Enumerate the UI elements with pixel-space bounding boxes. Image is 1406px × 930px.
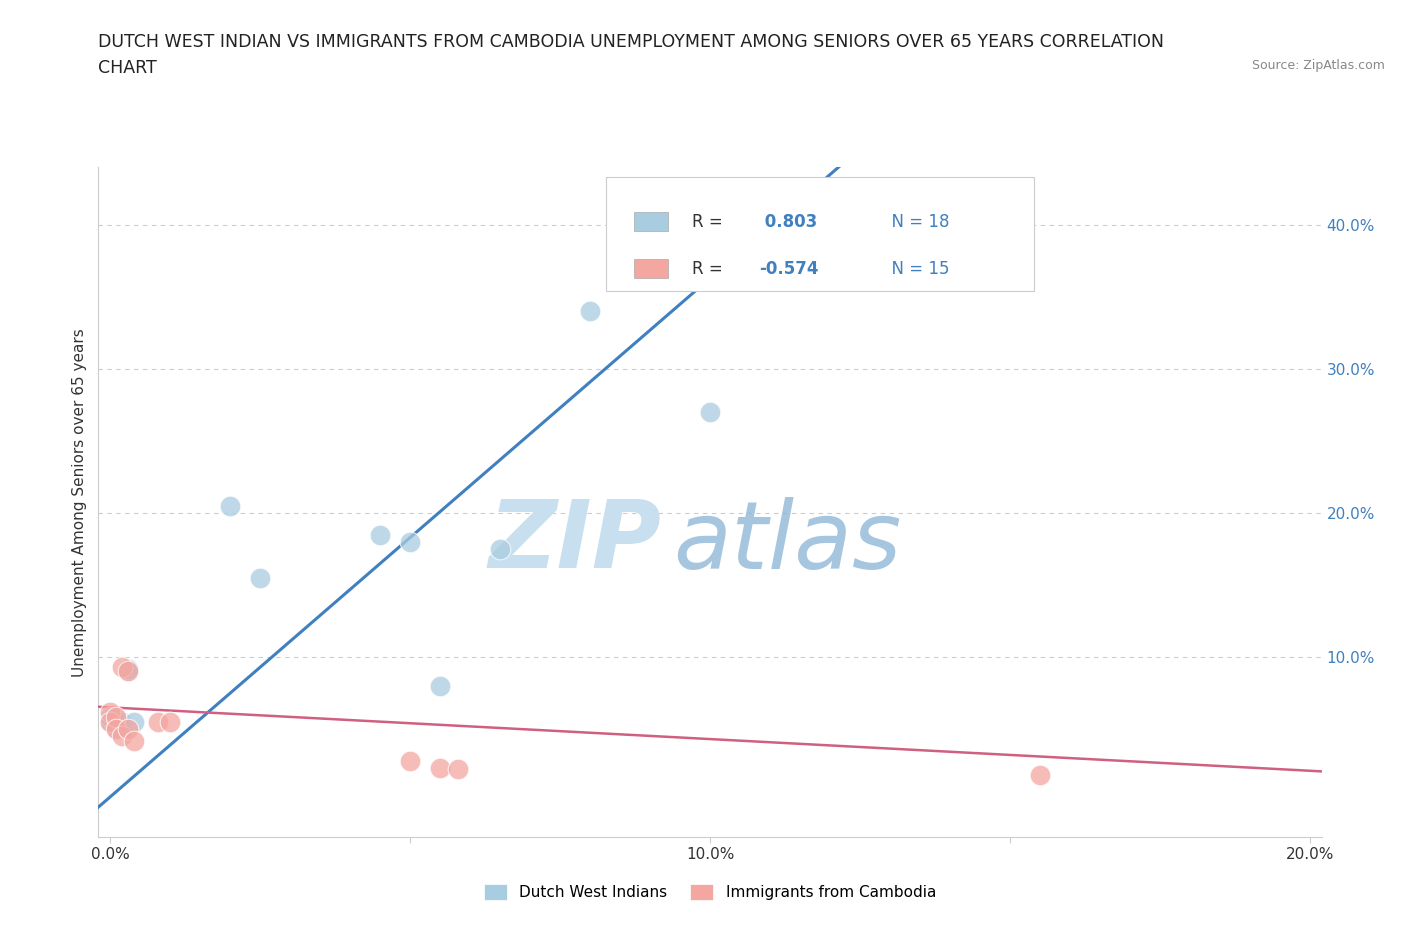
Point (159, 714, 181, 729)
Point (117, 722, 139, 737)
Point (148, 714, 170, 729)
Point (105, 710, 128, 724)
Text: Source: ZipAtlas.com: Source: ZipAtlas.com (1251, 59, 1385, 72)
Text: atlas: atlas (673, 497, 901, 588)
Y-axis label: Unemployment Among Seniors over 65 years: Unemployment Among Seniors over 65 years (72, 328, 87, 677)
Point (579, 304, 602, 319)
Point (699, 405, 721, 419)
Point (111, 722, 134, 737)
Text: 0.803: 0.803 (759, 212, 817, 231)
Legend: Dutch West Indians, Immigrants from Cambodia: Dutch West Indians, Immigrants from Camb… (478, 878, 942, 907)
Point (111, 659, 134, 674)
Text: CHART: CHART (98, 59, 157, 76)
Point (1029, 767, 1052, 782)
Bar (634, 259, 668, 278)
Point (249, 570, 271, 585)
Point (117, 664, 139, 679)
Point (399, 753, 422, 768)
Point (429, 761, 451, 776)
Text: R =: R = (692, 212, 728, 231)
Point (100, 710, 122, 724)
Point (124, 733, 146, 748)
Text: N = 15: N = 15 (882, 259, 950, 278)
Point (105, 722, 128, 737)
Point (105, 711, 128, 726)
Point (100, 704, 122, 719)
Point (368, 527, 391, 542)
Point (111, 729, 134, 744)
Point (111, 714, 134, 729)
Text: ZIP: ZIP (488, 497, 661, 589)
Point (124, 714, 146, 729)
Text: -0.574: -0.574 (759, 259, 818, 278)
Text: R =: R = (692, 259, 728, 278)
Text: N = 18: N = 18 (882, 212, 950, 231)
Point (105, 722, 128, 737)
FancyBboxPatch shape (606, 178, 1035, 291)
Point (105, 719, 128, 734)
Point (489, 541, 512, 556)
Point (100, 714, 122, 729)
Point (117, 664, 139, 679)
Point (399, 535, 422, 550)
Text: DUTCH WEST INDIAN VS IMMIGRANTS FROM CAMBODIA UNEMPLOYMENT AMONG SENIORS OVER 65: DUTCH WEST INDIAN VS IMMIGRANTS FROM CAM… (98, 33, 1164, 50)
Point (219, 498, 242, 513)
Bar (634, 212, 668, 231)
Point (429, 678, 451, 693)
Point (100, 714, 122, 729)
Point (117, 661, 139, 676)
Point (447, 762, 470, 777)
